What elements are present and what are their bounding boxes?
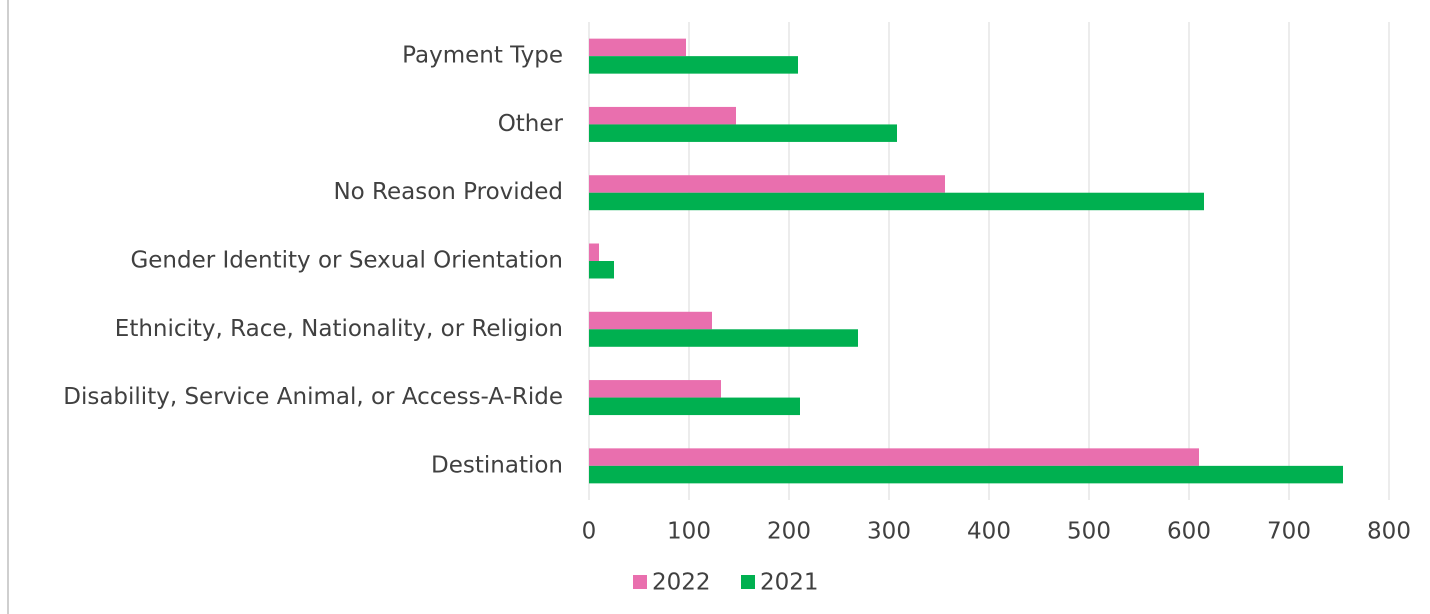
- bar: [589, 192, 1204, 211]
- y-tick-label: Destination: [431, 452, 563, 478]
- bar: [589, 56, 798, 74]
- x-tick-label: 800: [1367, 519, 1411, 545]
- bar: [589, 397, 800, 416]
- legend-swatch: [633, 575, 647, 589]
- bar: [589, 329, 858, 347]
- bar: [589, 465, 1343, 484]
- y-tick-label: Disability, Service Animal, or Access-A-…: [63, 384, 563, 410]
- bar: [589, 380, 721, 398]
- y-tick-label: Other: [498, 111, 564, 137]
- x-tick-label: 200: [767, 519, 811, 545]
- x-tick-label: 700: [1267, 519, 1311, 545]
- x-tick-label: 0: [582, 519, 597, 545]
- legend-label: 2021: [760, 570, 819, 596]
- bar: [589, 38, 686, 57]
- y-tick-label: Payment Type: [402, 43, 563, 69]
- bar: [589, 124, 897, 142]
- legend-label: 2022: [652, 570, 711, 596]
- y-tick-label: Gender Identity or Sexual Orientation: [130, 248, 563, 274]
- bar: [589, 261, 614, 279]
- bar: [589, 243, 599, 261]
- legend-swatch: [741, 575, 755, 589]
- y-tick-label: Ethnicity, Race, Nationality, or Religio…: [115, 316, 563, 342]
- bar: [589, 175, 945, 193]
- bar: [589, 311, 712, 330]
- bar: [589, 448, 1199, 466]
- x-tick-label: 500: [1067, 519, 1111, 545]
- bar: [589, 106, 736, 125]
- x-tick-label: 100: [667, 519, 711, 545]
- x-tick-label: 400: [967, 519, 1011, 545]
- x-tick-label: 600: [1167, 519, 1211, 545]
- y-tick-label: No Reason Provided: [333, 179, 563, 205]
- x-tick-label: 300: [867, 519, 911, 545]
